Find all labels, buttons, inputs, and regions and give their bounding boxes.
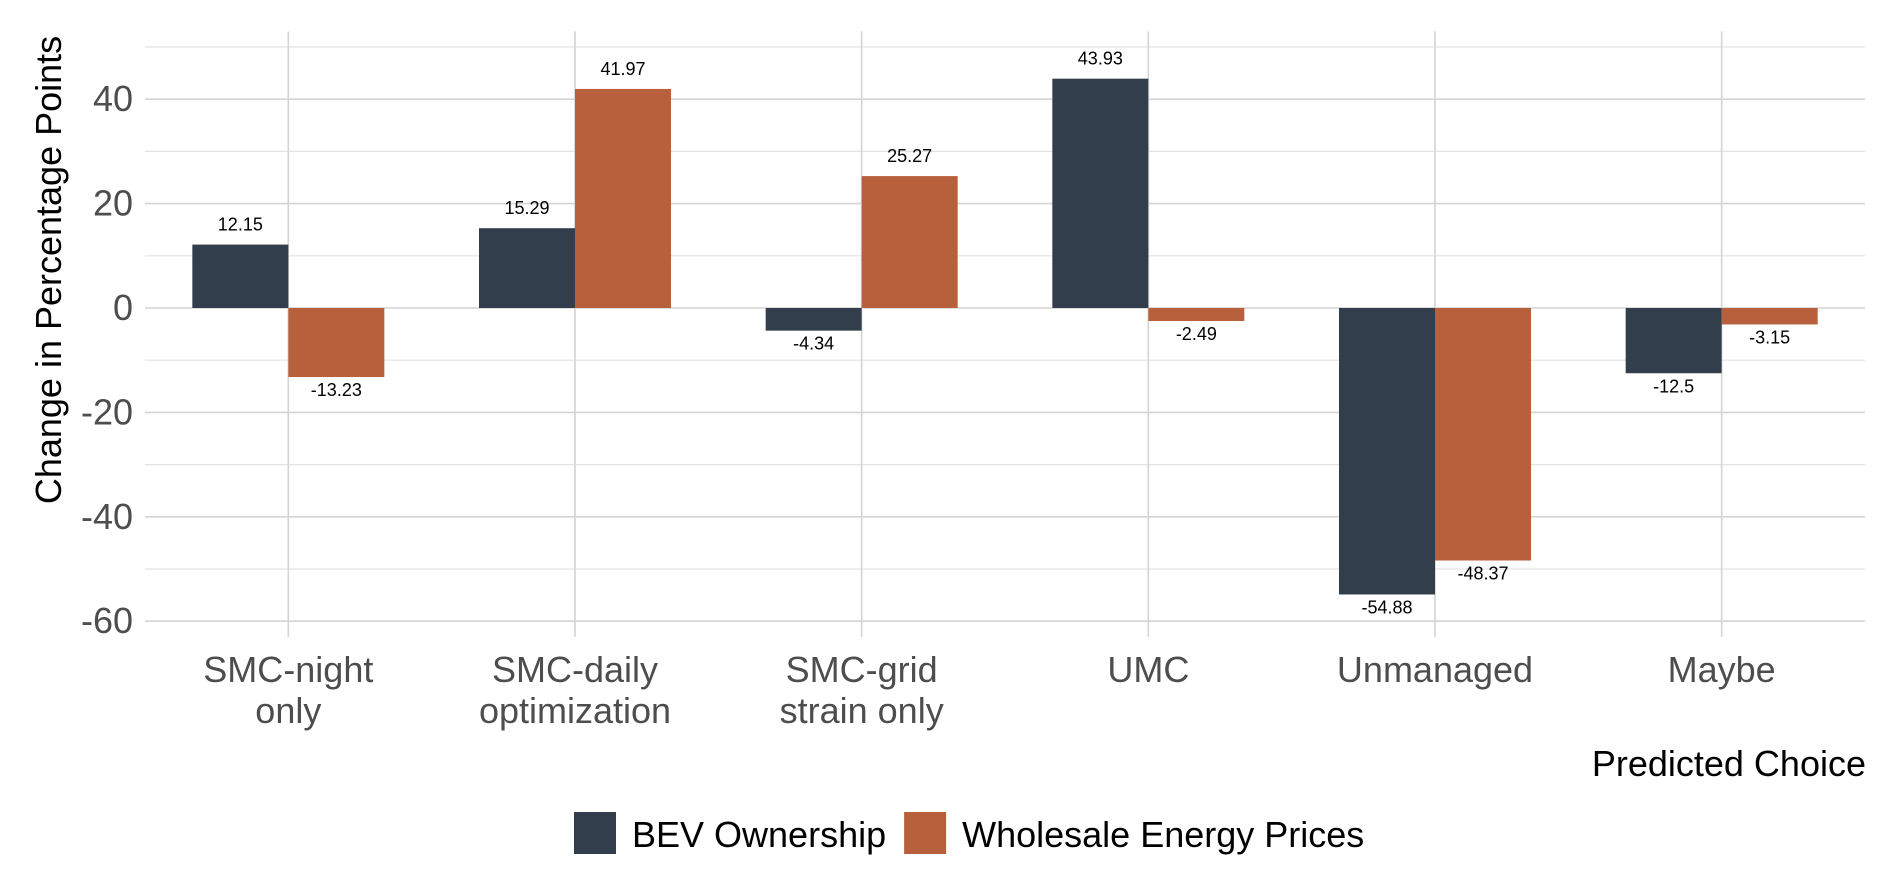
legend: BEV Ownership Wholesale Energy Prices xyxy=(574,812,1364,855)
bar-bev-ownership xyxy=(765,308,862,331)
y-tick-label: -20 xyxy=(81,391,133,432)
data-label: -13.23 xyxy=(311,380,362,400)
data-label: 12.15 xyxy=(218,215,263,235)
y-tick-label: -60 xyxy=(81,600,133,641)
bar-bev-ownership xyxy=(1052,78,1149,309)
bar-wholesale-energy-prices xyxy=(1148,308,1245,321)
data-label: -48.37 xyxy=(1457,563,1508,583)
x-tick-label: Unmanaged xyxy=(1337,649,1533,690)
x-tick-label: Maybe xyxy=(1668,649,1776,690)
y-tick-label: 0 xyxy=(113,287,133,328)
y-tick-label: 20 xyxy=(93,183,133,224)
bar-wholesale-energy-prices xyxy=(575,88,671,309)
x-tick-label: SMC-daily optimization xyxy=(479,649,671,731)
data-label: -54.88 xyxy=(1361,597,1412,617)
x-axis-title: Predicted Choice xyxy=(1592,743,1866,784)
x-axis-ticks: SMC-night only SMC-daily optimization SMC-gr… xyxy=(203,649,1775,731)
data-label: -12.5 xyxy=(1653,376,1694,396)
x-tick-label: UMC xyxy=(1107,649,1189,690)
bars xyxy=(192,78,1818,595)
bar-bev-ownership xyxy=(192,244,289,308)
bar-bev-ownership xyxy=(479,228,575,308)
data-label: 41.97 xyxy=(600,59,645,79)
data-label: 43.93 xyxy=(1078,49,1123,69)
y-tick-label: -40 xyxy=(81,496,133,537)
legend-label: Wholesale Energy Prices xyxy=(962,814,1364,855)
data-label: 25.27 xyxy=(887,146,932,166)
bar-wholesale-energy-prices xyxy=(288,308,385,378)
data-label: -3.15 xyxy=(1749,327,1790,347)
bar-bev-ownership xyxy=(1339,308,1435,595)
legend-swatch-wholesale-energy-prices xyxy=(904,812,947,854)
bar-wholesale-energy-prices xyxy=(1721,308,1818,325)
x-tick-label: SMC-night only xyxy=(203,649,373,731)
bar-wholesale-energy-prices xyxy=(861,176,958,308)
data-label: -4.34 xyxy=(793,334,834,354)
data-labels: 12.15 15.29 -4.34 43.93 -54.88 -12.5 -13.23 41.… xyxy=(218,49,1790,618)
y-tick-label: 40 xyxy=(93,78,133,119)
legend-label: BEV Ownership xyxy=(632,814,886,855)
y-axis-title: Change in Percentage Points xyxy=(28,36,69,504)
gridlines xyxy=(145,31,1865,637)
bar-wholesale-energy-prices xyxy=(1435,308,1531,561)
y-axis-ticks: 40 20 0 -20 -40 -60 xyxy=(81,78,133,641)
legend-swatch-bev-ownership xyxy=(574,812,616,854)
data-label: -2.49 xyxy=(1176,324,1217,344)
bar-bev-ownership xyxy=(1625,308,1722,374)
data-label: 15.29 xyxy=(504,198,549,218)
x-tick-label: SMC-grid strain only xyxy=(780,649,944,731)
